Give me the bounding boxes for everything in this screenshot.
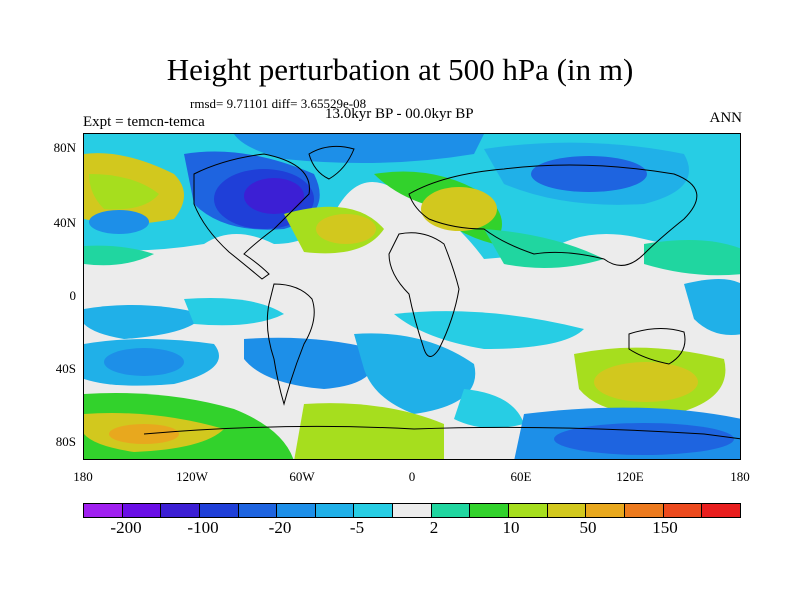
colorbar-swatch bbox=[470, 504, 510, 517]
colorbar-swatch bbox=[238, 504, 278, 517]
stats-label: rmsd= 9.71101 diff= 3.65529e-08 bbox=[190, 96, 367, 111]
map-panel bbox=[83, 133, 741, 460]
experiment-label: Expt = temcn-temca bbox=[83, 114, 205, 130]
colorbar-label: 150 bbox=[652, 518, 678, 537]
colorbar-label: -100 bbox=[187, 518, 219, 537]
season-label: ANN bbox=[709, 110, 743, 126]
lat-tick-label: 0 bbox=[69, 288, 77, 303]
colorbar-swatch bbox=[199, 504, 239, 517]
colorbar-swatch bbox=[161, 504, 200, 517]
lat-tick-label: 80N bbox=[53, 140, 76, 155]
lon-tick-label: 180 bbox=[73, 469, 93, 484]
colorbar-swatch bbox=[354, 504, 394, 517]
lon-tick-label: 60E bbox=[510, 469, 532, 484]
lat-tick-label: 40S bbox=[55, 361, 76, 376]
period-label: 13.0kyr BP - 00.0kyr BP bbox=[325, 106, 474, 122]
colorbar-label: 10 bbox=[502, 518, 520, 537]
lon-tick-label: 120E bbox=[616, 469, 644, 484]
chart-title: Height perturbation at 500 hPa (in m) bbox=[166, 52, 634, 87]
colorbar-label: -20 bbox=[268, 518, 292, 537]
colorbar-label: 50 bbox=[579, 518, 597, 537]
colorbar-swatch bbox=[431, 504, 471, 517]
lon-tick-label: 0 bbox=[408, 469, 416, 484]
lon-tick-label: 120W bbox=[176, 469, 208, 484]
map-field bbox=[84, 134, 740, 459]
colorbar-label: -200 bbox=[110, 518, 142, 537]
lat-tick-label: 80S bbox=[55, 434, 76, 449]
colorbar-swatch bbox=[624, 504, 664, 517]
colorbar-swatch bbox=[122, 504, 162, 517]
lat-tick-label: 40N bbox=[53, 215, 76, 230]
colorbar-swatch bbox=[277, 504, 316, 517]
colorbar-swatch bbox=[663, 504, 703, 517]
lon-tick-label: 180 bbox=[730, 469, 750, 484]
colorbar-swatch bbox=[586, 504, 625, 517]
colorbar-label: -5 bbox=[349, 518, 365, 537]
colorbar-swatch bbox=[84, 504, 123, 517]
colorbar-swatch bbox=[393, 504, 432, 517]
colorbar-label: 2 bbox=[429, 518, 439, 537]
colorbar-swatch bbox=[315, 504, 355, 517]
colorbar-swatch bbox=[702, 504, 740, 517]
lon-tick-label: 60W bbox=[289, 469, 315, 484]
colorbar-swatch bbox=[547, 504, 587, 517]
colorbar bbox=[83, 503, 741, 518]
colorbar-swatch bbox=[509, 504, 548, 517]
